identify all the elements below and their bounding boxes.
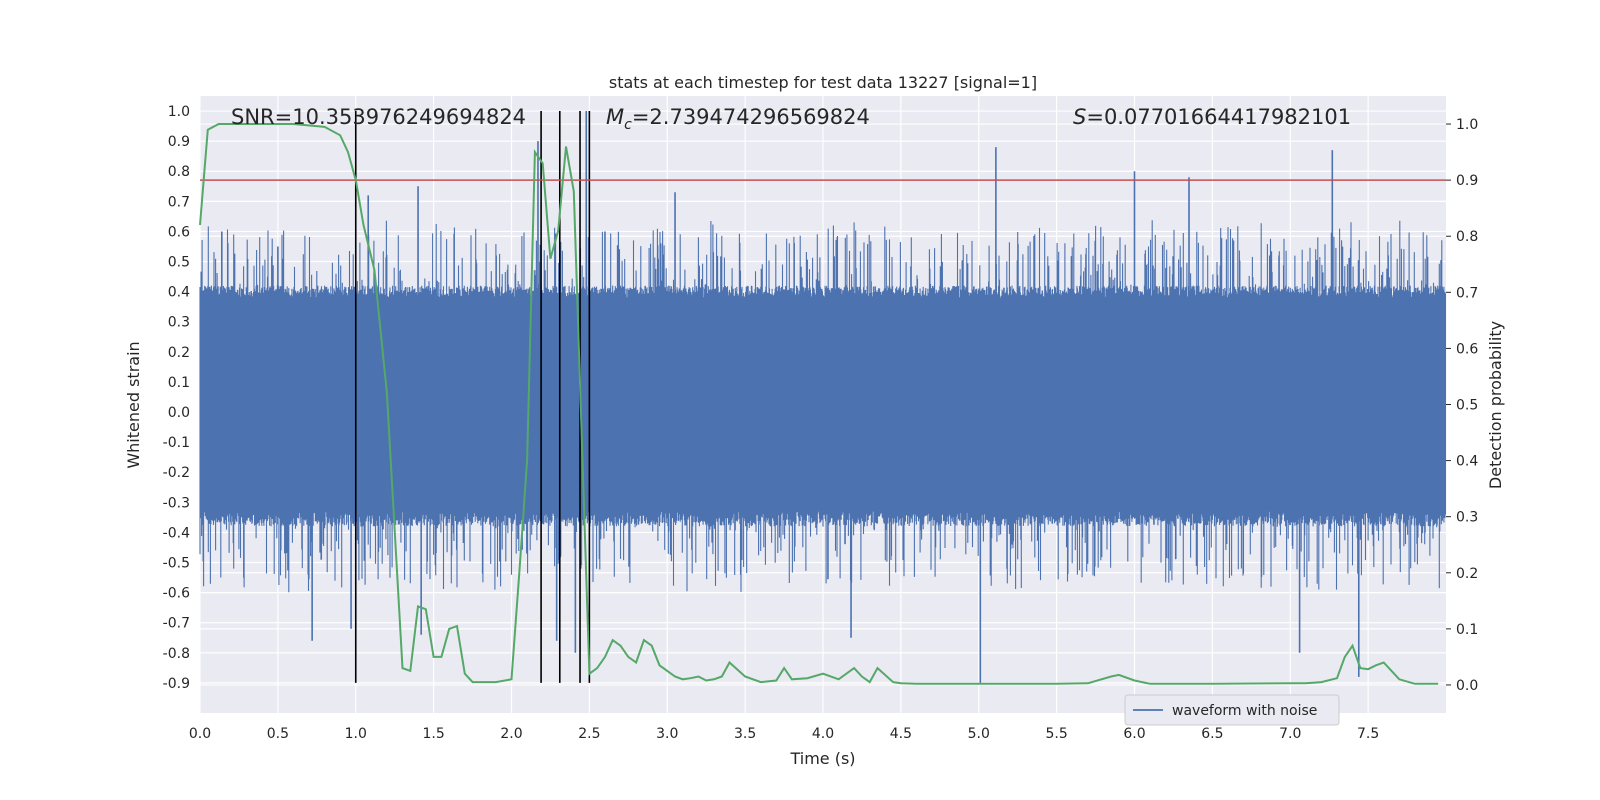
y-tick-label: 0.5	[168, 255, 190, 271]
legend-box	[1124, 694, 1340, 726]
x-tick-label: 2.5	[578, 726, 600, 742]
waveform-core	[200, 333, 1446, 479]
y-tick-label: 0.8	[168, 164, 190, 180]
y-tick-label: -0.9	[163, 676, 190, 692]
y-tick-label: 0.6	[168, 224, 190, 240]
x-tick-label: 6.0	[1123, 726, 1145, 742]
x-tick-label: 4.5	[890, 726, 912, 742]
probability-line	[199, 123, 1439, 685]
y-tick-label: 0.4	[168, 285, 190, 301]
y-tick-label: 0.7	[168, 194, 190, 210]
snr-annotation: SNR=10.353976249694824	[231, 105, 526, 129]
y-right-tick-label: 0.1	[1456, 622, 1478, 638]
legend-label: waveform with noise	[1172, 703, 1317, 719]
y-tick-label: -0.1	[163, 435, 190, 451]
y-right-tick-label: 0.8	[1456, 229, 1478, 245]
y-right-tick-label: 0.4	[1456, 454, 1478, 470]
x-tick-label: 5.0	[968, 726, 990, 742]
waveform-series	[199, 111, 1447, 683]
x-tick-label: 3.0	[656, 726, 678, 742]
y-right-tick-label: 1.0	[1456, 117, 1478, 133]
y-tick-label: -0.6	[163, 586, 190, 602]
x-tick-label: 1.0	[345, 726, 367, 742]
y-right-tick-label: 0.2	[1456, 566, 1478, 582]
x-tick-label: 0.0	[189, 726, 211, 742]
y-tick-label: 1.0	[168, 104, 190, 120]
probability-series	[199, 123, 1439, 685]
y-tick-label: 0.2	[168, 345, 190, 361]
y-tick-label: -0.7	[163, 616, 190, 632]
x-tick-label: 0.5	[267, 726, 289, 742]
mc-value: =2.739474296569824	[632, 105, 870, 129]
x-tick-label: 2.0	[500, 726, 522, 742]
y-right-tick-label: 0.5	[1456, 398, 1478, 414]
s-annotation: S=0.07701664417982101	[1073, 105, 1351, 129]
y-tick-label: 0.0	[168, 405, 190, 421]
mc-annotation: Mc=2.739474296569824	[606, 105, 870, 133]
y-right-tick-label: 0.7	[1456, 285, 1478, 301]
y-tick-label: -0.4	[163, 525, 190, 541]
x-tick-label: 4.0	[812, 726, 834, 742]
y-tick-label: 0.9	[168, 134, 190, 150]
s-symbol: S	[1073, 105, 1086, 129]
y-tick-label: 0.1	[168, 375, 190, 391]
y-tick-label: -0.8	[163, 646, 190, 662]
y-tick-label: -0.5	[163, 556, 190, 572]
chart-title: stats at each timestep for test data 132…	[609, 73, 1037, 92]
y-right-tick-label: 0.9	[1456, 173, 1478, 189]
legend: waveform with noise	[1124, 694, 1340, 726]
y-right-tick-label: 0.6	[1456, 341, 1478, 357]
x-axis-label: Time (s)	[789, 749, 855, 768]
y-axis-label: Whitened strain	[124, 341, 143, 468]
x-tick-label: 5.5	[1045, 726, 1067, 742]
x-tick-label: 7.0	[1279, 726, 1301, 742]
s-value: =0.07701664417982101	[1086, 105, 1351, 129]
y-right-tick-label: 0.3	[1456, 510, 1478, 526]
x-tick-label: 7.5	[1357, 726, 1379, 742]
y-tick-label: -0.3	[163, 495, 190, 511]
y-tick-label: -0.2	[163, 465, 190, 481]
x-tick-label: 3.5	[734, 726, 756, 742]
mc-symbol: M	[606, 105, 624, 129]
mc-subscript: c	[624, 117, 632, 133]
x-tick-label: 1.5	[422, 726, 444, 742]
y-right-tick-label: 0.0	[1456, 678, 1478, 694]
tick-labels: 0.0 0.5 1.0 1.5 2.0 2.5 3.0 3.5 4.0 4.5 5.0 5.5 6.0 6…	[163, 104, 1479, 742]
y-tick-label: 0.3	[168, 315, 190, 331]
x-tick-label: 6.5	[1201, 726, 1223, 742]
y-axis-label-right: Detection probability	[1486, 321, 1505, 489]
